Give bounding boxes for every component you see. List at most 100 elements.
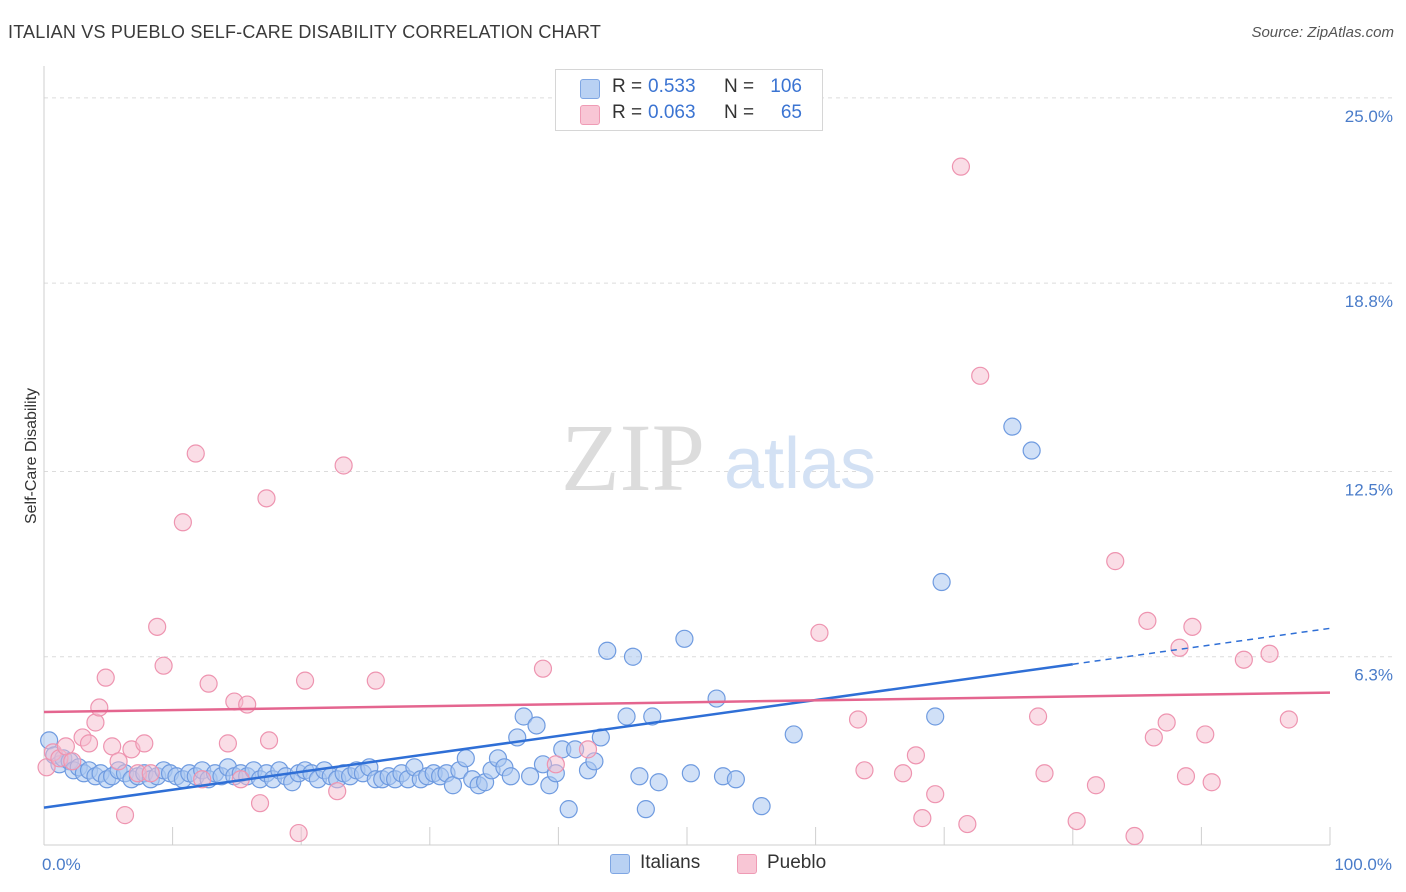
italians-trend-extension [1072, 627, 1331, 665]
italians-point [630, 767, 649, 786]
pueblo-r-label: R = [612, 102, 643, 123]
pueblo-point [135, 734, 154, 753]
grid-lines [44, 97, 1394, 658]
pueblo-point [906, 746, 926, 765]
axes [43, 66, 1331, 846]
pueblo-point [295, 671, 315, 690]
pueblo-point [1157, 713, 1176, 732]
watermark-zip: ZIP [561, 404, 705, 511]
pueblo-point [1196, 725, 1215, 744]
pueblo-point [328, 782, 347, 801]
pueblo-trend-line [43, 691, 1331, 714]
italians-point [617, 707, 636, 726]
italians-point [598, 641, 617, 660]
x-tick-label: 0.0% [42, 855, 81, 874]
tick-labels: 6.3% 12.5% 18.8% 25.0% 0.0% 100.0% [42, 107, 1393, 874]
italians-legend-swatch [610, 854, 630, 874]
pueblo-point [79, 734, 99, 753]
italians-point [456, 749, 475, 768]
x-tick-label: 100.0% [1334, 855, 1392, 874]
series-legend: Italians Pueblo [0, 852, 1406, 876]
italians-point [926, 707, 945, 726]
pueblo-point [186, 444, 205, 463]
italians-point [681, 764, 700, 783]
stats-legend: R = 0.533 N = 106 R = 0.063 N = 65 [555, 69, 823, 131]
italians-point [675, 629, 694, 648]
pueblo-point [141, 764, 160, 783]
pueblo-point [96, 668, 115, 687]
pueblo-point [90, 698, 109, 717]
trend-lines [43, 627, 1331, 809]
pueblo-point [1170, 638, 1189, 657]
y-tick-label: 18.8% [1345, 292, 1393, 311]
italians-point [559, 800, 578, 819]
italians-legend-label: Italians [640, 852, 701, 873]
pueblo-point [199, 674, 218, 693]
pueblo-point [546, 755, 565, 774]
pueblo-point [1260, 644, 1279, 663]
pueblo-point [103, 737, 122, 756]
italians-n-value: 106 [770, 76, 802, 97]
pueblo-point [238, 695, 257, 714]
pueblo-point [1202, 773, 1221, 792]
pueblo-point [257, 489, 276, 508]
pueblo-point [259, 731, 279, 750]
pueblo-point [1234, 650, 1253, 669]
pueblo-point [1279, 710, 1298, 729]
italians-points [40, 417, 1041, 819]
pueblo-point [958, 814, 977, 834]
italians-point [1022, 441, 1041, 460]
pueblo-point [1106, 552, 1125, 571]
pueblo-point [1067, 811, 1086, 831]
italians-point [932, 572, 951, 592]
pueblo-points [37, 157, 1298, 846]
pueblo-point [109, 752, 128, 771]
y-tick-label: 12.5% [1345, 480, 1393, 499]
pueblo-point [533, 659, 553, 678]
italians-point [784, 725, 803, 744]
pueblo-point [1138, 611, 1157, 630]
pueblo-point [926, 785, 945, 804]
italians-point [707, 689, 726, 708]
italians-point [643, 707, 662, 726]
italians-point [1003, 417, 1022, 436]
italians-point [726, 770, 745, 789]
pueblo-point [893, 764, 913, 783]
pueblo-point [289, 823, 308, 843]
pueblo-point [334, 456, 353, 475]
pueblo-point [56, 737, 75, 756]
pueblo-point [173, 513, 192, 532]
pueblo-point [951, 157, 971, 176]
pueblo-point [115, 806, 135, 825]
italians-point [501, 767, 520, 786]
chart-source: Source: ZipAtlas.com [1251, 24, 1394, 41]
pueblo-point [1176, 767, 1196, 786]
pueblo-point [154, 656, 173, 675]
italians-point [521, 767, 540, 786]
italians-r-label: R = [612, 76, 643, 97]
pueblo-point [913, 809, 932, 828]
italians-point [443, 776, 463, 795]
pueblo-point [578, 740, 598, 759]
pueblo-point [971, 366, 990, 385]
pueblo-r-value: 0.063 [648, 102, 696, 123]
pueblo-swatch [580, 105, 600, 125]
italians-point [649, 773, 668, 792]
y-tick-label: 25.0% [1345, 107, 1393, 126]
italians-trend-line [43, 662, 1073, 809]
y-axis-label: Self-Care Disability [23, 388, 40, 524]
pueblo-n-value: 65 [780, 102, 802, 123]
pueblo-point [810, 623, 829, 642]
pueblo-point [148, 617, 167, 636]
y-tick-label: 6.3% [1354, 666, 1393, 685]
watermark: ZIP atlas [561, 404, 876, 511]
pueblo-point [848, 710, 868, 729]
pueblo-legend-swatch [737, 854, 757, 874]
watermark-atlas: atlas [724, 424, 876, 504]
italians-point [623, 647, 643, 666]
pueblo-point [250, 794, 270, 813]
italians-swatch [580, 79, 600, 99]
pueblo-point [1035, 764, 1054, 783]
pueblo-n-label: N = [724, 102, 755, 123]
